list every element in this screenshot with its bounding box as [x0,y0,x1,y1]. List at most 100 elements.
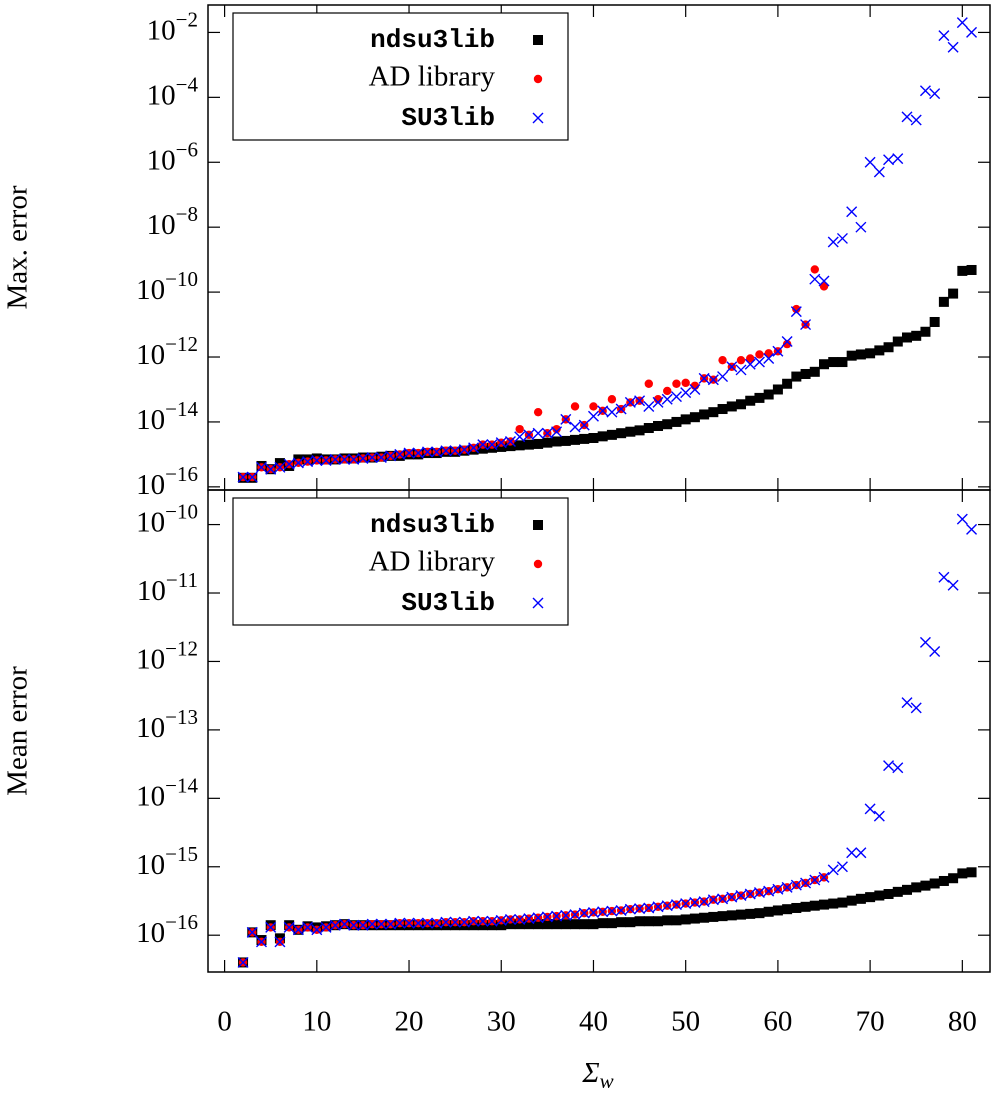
marker-cross [403,917,415,929]
marker-cross [274,936,286,948]
marker-square [625,917,636,928]
marker-square [819,899,830,910]
y-tick-label: 10−16 [136,910,198,949]
marker-cross [717,371,729,383]
marker-square [708,407,719,418]
marker-square [726,910,737,921]
marker-circle [533,74,543,84]
marker-cross [458,444,470,456]
x-tick-label: 40 [579,1006,608,1038]
marker-square [597,918,608,929]
marker-square [560,919,571,930]
marker-cross [670,899,682,911]
marker-cross [919,636,931,648]
marker-cross [532,912,544,924]
marker-cross [910,702,922,714]
marker-square [643,423,654,434]
marker-cross [329,919,341,931]
marker-cross [929,88,941,100]
marker-square [902,332,913,343]
marker-cross [615,403,627,415]
marker-cross [504,913,516,925]
marker-square [892,336,903,347]
marker-circle [552,424,561,434]
marker-cross [532,112,544,124]
y-tick-label: 10−10 [136,499,198,538]
marker-cross [532,427,544,439]
marker-square [579,919,590,930]
marker-square [902,884,913,895]
marker-square [551,919,562,930]
marker-cross [634,903,646,915]
x-tick-label: 30 [487,1006,516,1038]
marker-cross [255,461,267,473]
marker-circle [589,402,598,411]
marker-square [855,349,866,360]
marker-cross [809,874,821,886]
marker-square [634,916,645,927]
marker-cross [966,26,978,38]
marker-cross [532,597,544,609]
marker-square [800,368,811,379]
marker-square [736,399,747,410]
y-tick-label: 10−12 [136,332,198,371]
marker-cross [809,273,821,285]
marker-cross [634,395,646,407]
marker-cross [265,463,277,475]
marker-square [837,897,848,908]
marker-square [772,384,783,395]
marker-cross [643,902,655,914]
marker-cross [348,919,360,931]
x-tick-label: 80 [948,1006,977,1038]
x-tick-label: 60 [763,1006,792,1038]
marker-cross [440,916,452,928]
marker-cross [385,918,397,930]
marker-circle [819,282,829,291]
marker-cross [744,358,756,370]
marker-cross [652,396,664,408]
marker-square [819,359,830,370]
marker-cross [670,391,682,403]
marker-cross [468,442,480,454]
legend-box [232,12,569,141]
marker-cross [790,306,802,318]
marker-square [800,901,811,912]
marker-cross [514,913,526,925]
marker-cross [551,910,563,922]
marker-cross [901,111,913,123]
marker-square [828,898,839,909]
marker-square [671,416,682,427]
marker-circle [782,339,792,349]
marker-cross [468,915,480,927]
marker-cross [237,471,249,483]
marker-square [837,357,848,368]
marker-square [533,520,543,530]
marker-square [782,904,793,915]
marker-square [745,395,756,406]
marker-square [643,916,654,927]
marker-square [772,905,783,916]
marker-cross [864,803,876,815]
marker-cross [523,913,535,925]
y-tick-label: 10−14 [136,773,198,812]
marker-square [957,265,968,276]
marker-cross [966,523,978,535]
legend-label: AD library [369,546,496,578]
marker-cross [717,893,729,905]
marker-circle [570,402,580,411]
marker-cross [790,879,802,891]
marker-cross [800,877,812,889]
marker-square [625,426,636,437]
y-axis-label: Max. error [2,185,34,309]
marker-cross [956,513,968,525]
marker-cross [652,901,664,913]
marker-square [957,868,968,879]
marker-square [616,428,627,439]
marker-square [671,915,682,926]
marker-square [514,440,525,451]
marker-square [855,893,866,904]
marker-square [929,878,940,889]
marker-cross [449,916,461,928]
legend-label: ndsu3lib [370,510,495,540]
marker-square [523,919,534,930]
